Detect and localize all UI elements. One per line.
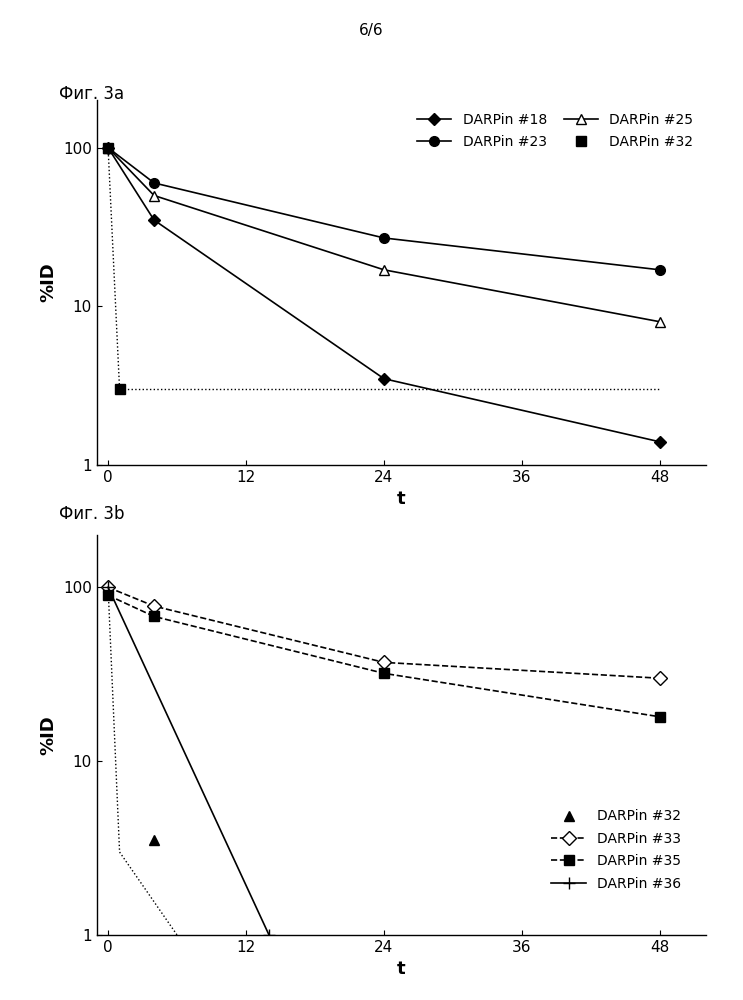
Line: DARPin #36: DARPin #36 — [102, 581, 275, 941]
DARPin #33 — [149, 600, 158, 612]
DARPin #23 — [149, 177, 158, 189]
DARPin #33 — [380, 656, 389, 668]
DARPin #35 — [380, 667, 389, 679]
DARPin #32 — [149, 834, 158, 846]
Text: Фиг. 3b: Фиг. 3b — [59, 505, 125, 523]
Legend: DARPin #18, DARPin #23, DARPin #25, DARPin #32: DARPin #18, DARPin #23, DARPin #25, DARP… — [411, 107, 699, 154]
DARPin #18 — [655, 436, 664, 448]
Y-axis label: %ID: %ID — [39, 263, 57, 302]
Y-axis label: %ID: %ID — [39, 715, 57, 755]
DARPin #32 — [115, 383, 124, 395]
X-axis label: t: t — [397, 490, 406, 508]
DARPin #35 — [149, 610, 158, 622]
DARPin #25 — [655, 316, 664, 328]
DARPin #33 — [655, 672, 664, 684]
X-axis label: t: t — [397, 960, 406, 978]
Line: DARPin #32: DARPin #32 — [103, 582, 159, 845]
Line: DARPin #25: DARPin #25 — [103, 143, 665, 327]
Line: DARPin #18: DARPin #18 — [104, 144, 664, 446]
Line: DARPin #33: DARPin #33 — [103, 582, 665, 683]
DARPin #25 — [149, 190, 158, 202]
DARPin #35 — [655, 711, 664, 723]
DARPin #25 — [103, 142, 112, 154]
Line: DARPin #35: DARPin #35 — [103, 590, 665, 722]
Legend: DARPin #32, DARPin #33, DARPin #35, DARPin #36: DARPin #32, DARPin #33, DARPin #35, DARP… — [545, 804, 687, 896]
DARPin #36 — [265, 929, 273, 941]
DARPin #18 — [149, 214, 158, 226]
DARPin #25 — [380, 264, 389, 276]
DARPin #36 — [103, 581, 112, 593]
Line: DARPin #32: DARPin #32 — [103, 143, 124, 394]
DARPin #35 — [103, 589, 112, 601]
DARPin #32 — [103, 581, 112, 593]
DARPin #18 — [380, 373, 389, 385]
DARPin #33 — [103, 581, 112, 593]
DARPin #23 — [655, 264, 664, 276]
DARPin #23 — [380, 232, 389, 244]
DARPin #32 — [103, 142, 112, 154]
Text: 6/6: 6/6 — [359, 23, 384, 38]
Line: DARPin #23: DARPin #23 — [103, 143, 665, 275]
DARPin #23 — [103, 142, 112, 154]
DARPin #18 — [103, 142, 112, 154]
Text: Фиг. 3a: Фиг. 3a — [59, 85, 125, 103]
